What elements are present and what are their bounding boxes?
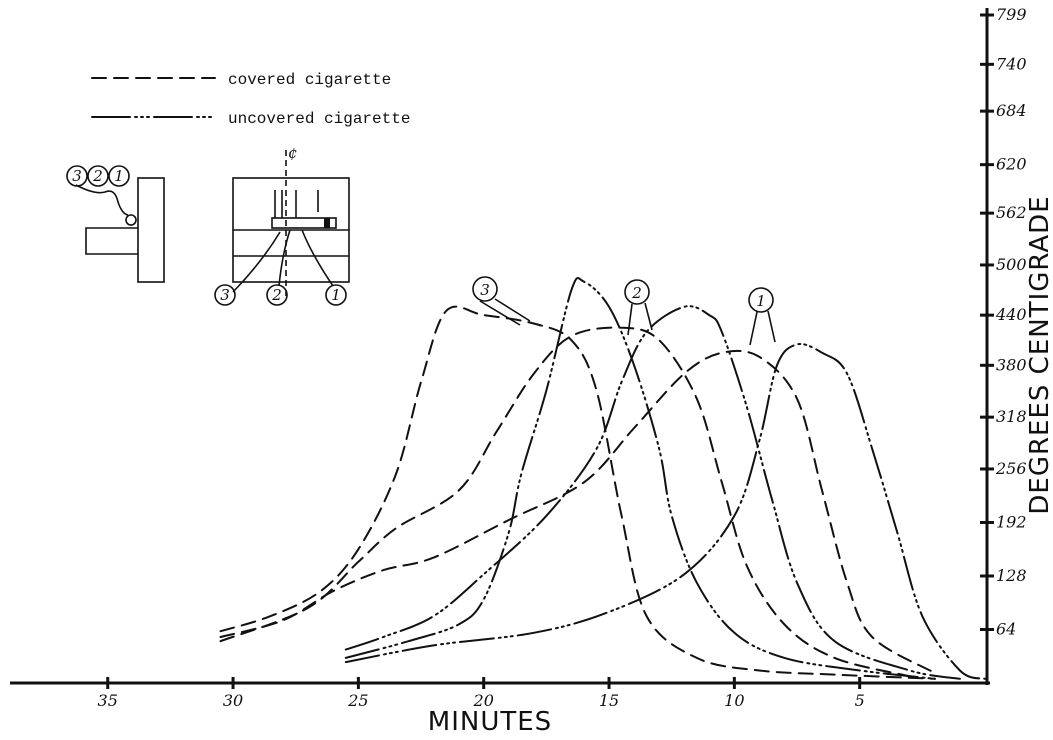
- side-view-marker-2: 2: [92, 167, 103, 185]
- curve-marker-3: 3: [472, 276, 531, 326]
- y-tick-label: 128: [996, 566, 1027, 585]
- curve-marker-1: 1: [748, 287, 776, 346]
- curve-marker-2-leader-covered: [627, 303, 633, 336]
- curve-markers: 3 2 1: [472, 276, 776, 346]
- front-view-marker-3: 3: [220, 286, 230, 304]
- curve-marker-3-leader-covered: [479, 300, 521, 326]
- side-view-marker-1: 1: [114, 167, 124, 185]
- y-axis-title: DEGREES CENTIGRADE: [1025, 195, 1053, 514]
- y-tick-label: 380: [996, 355, 1027, 374]
- side-view-marker-1-circle: [108, 165, 130, 187]
- side-view-panel: [137, 177, 165, 283]
- y-tick-label: 562: [996, 203, 1027, 222]
- curve-marker-1-leader-uncovered: [767, 310, 776, 343]
- y-tick-label: 620: [996, 155, 1027, 174]
- legend: covered cigarette uncovered cigarette: [91, 71, 410, 128]
- x-tick-label: 10: [724, 691, 744, 710]
- front-view-cigarette: [271, 217, 337, 229]
- x-tick-label: 25: [347, 691, 368, 710]
- axes: [10, 8, 990, 685]
- side-view-thermocouple: [125, 214, 137, 226]
- x-ticks: 35 30 25 20 15 10 5: [98, 677, 865, 710]
- series-line-uncovered-3: [344, 277, 936, 680]
- series-line-covered-1: [219, 349, 936, 674]
- curve-marker-2-label: 2: [631, 284, 642, 302]
- curve-marker-2: 2: [624, 279, 653, 336]
- y-tick-label: 64: [996, 619, 1016, 638]
- curve-marker-3-leader-uncovered: [494, 298, 531, 322]
- front-view-leader-1: [301, 229, 334, 287]
- side-view-cigarette: [85, 227, 138, 255]
- front-view-marker-2: 2: [271, 286, 282, 304]
- x-tick-label: 15: [599, 691, 619, 710]
- y-tick-label: 740: [996, 54, 1027, 73]
- curve-marker-1-label: 1: [756, 292, 766, 310]
- y-tick-label: 440: [995, 305, 1027, 324]
- x-tick-label: 30: [223, 691, 243, 710]
- y-tick-label: 799: [996, 5, 1027, 24]
- curve-marker-2-circle: [624, 279, 650, 305]
- front-view-centerline-label: ¢: [288, 144, 298, 162]
- legend-label-uncovered: uncovered cigarette: [228, 110, 410, 128]
- series-line-uncovered-2: [344, 305, 961, 680]
- y-tick-label: 318: [996, 407, 1027, 426]
- curve-marker-2-leader-uncovered: [644, 302, 653, 331]
- front-view-marker-3-circle: [214, 284, 236, 306]
- y-tick-label: 256: [995, 459, 1027, 478]
- x-tick-label: 5: [855, 691, 865, 710]
- y-tick-label: 192: [996, 512, 1027, 531]
- curve-marker-1-circle: [748, 287, 774, 313]
- front-view-marker-2-circle: [266, 284, 288, 306]
- front-view-marker-1-circle: [325, 284, 347, 306]
- side-view-leads: [75, 184, 129, 216]
- y-tick-label: 500: [996, 255, 1027, 274]
- side-view-marker-3-circle: [66, 165, 88, 187]
- side-view-marker-3: 3: [72, 167, 82, 185]
- legend-label-covered: covered cigarette: [228, 71, 391, 89]
- front-view-cigarette-tip: [324, 218, 330, 228]
- inset-diagram: 3 2 1 ¢ 3 2 1: [66, 144, 350, 306]
- x-tick-label: 20: [473, 691, 494, 710]
- front-view-leader-3: [232, 231, 281, 293]
- curve-marker-3-circle: [472, 276, 498, 302]
- curve-marker-3-label: 3: [480, 281, 490, 299]
- y-tick-label: 684: [996, 101, 1027, 120]
- side-view-diagram: 3 2 1: [66, 165, 165, 283]
- series-line-covered-2: [219, 326, 911, 678]
- front-view-diagram: ¢ 3 2 1: [214, 144, 350, 306]
- series-line-covered-3: [219, 305, 936, 680]
- curve-marker-1-leader-covered: [749, 311, 758, 346]
- front-view-leader-2: [278, 229, 291, 287]
- y-ticks: 64 128 192 256 318 380 440 500 562 620 684 740 799: [980, 5, 1027, 638]
- series-layer: [219, 277, 986, 680]
- side-view-marker-2-circle: [87, 165, 109, 187]
- x-axis-title: MINUTES: [428, 707, 552, 737]
- front-view-marker-1: 1: [331, 286, 341, 304]
- series-line-uncovered-1: [344, 342, 986, 680]
- front-view-leads: [274, 190, 319, 218]
- x-tick-label: 35: [98, 691, 118, 710]
